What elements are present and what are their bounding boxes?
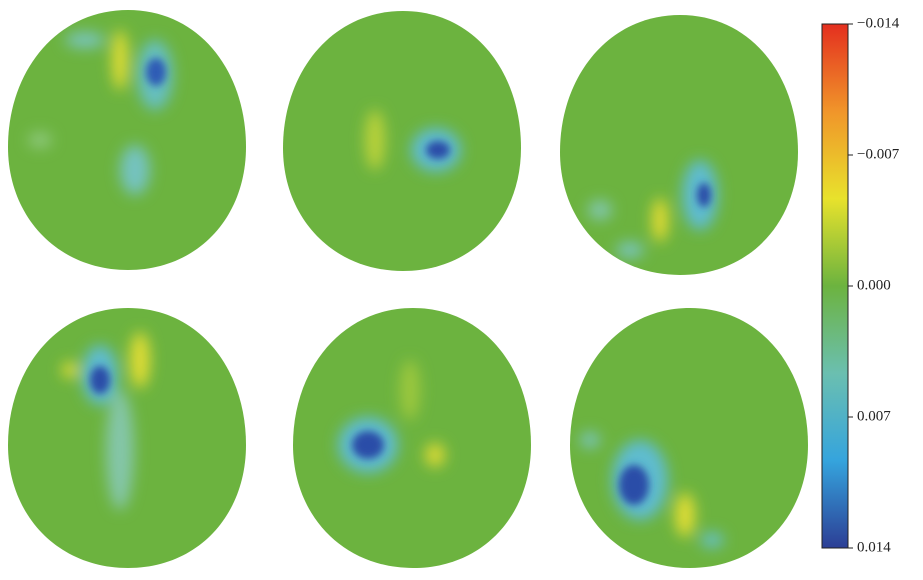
- tick-label: 0.007: [857, 408, 891, 424]
- tick-label: −0.007: [857, 146, 900, 162]
- tick-label: 0.000: [857, 277, 891, 293]
- tick-label: −0.014: [857, 15, 900, 31]
- brain-map: [283, 11, 521, 271]
- tick-label: 0.014: [857, 539, 891, 555]
- brain-map: [570, 308, 808, 568]
- brain-map: [8, 308, 246, 568]
- brain-map: [293, 308, 531, 568]
- colorbar: [821, 23, 849, 549]
- brain-map: [560, 15, 798, 275]
- brain-map: [8, 10, 246, 270]
